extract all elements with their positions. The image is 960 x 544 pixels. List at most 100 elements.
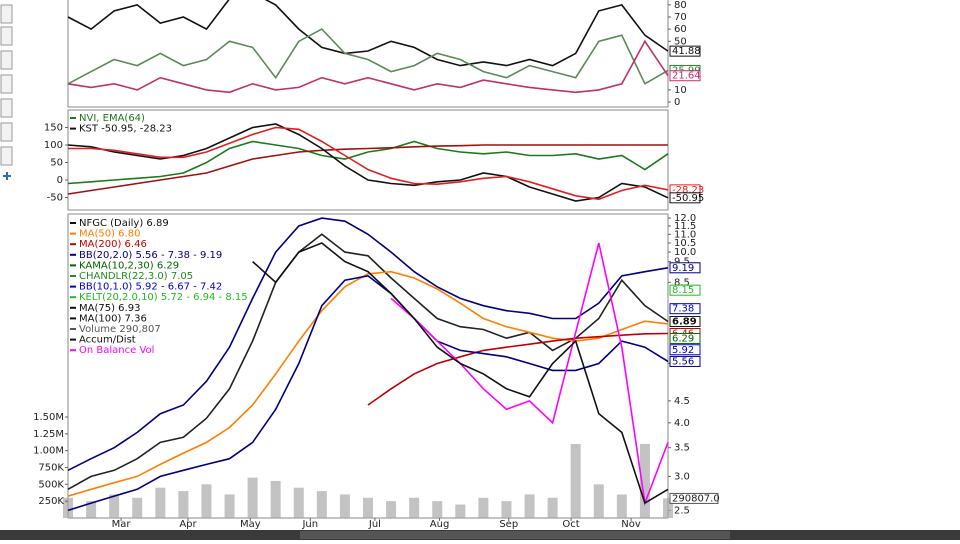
series-line xyxy=(67,270,669,497)
legend-text: Accum/Dist xyxy=(79,335,136,346)
side-button[interactable] xyxy=(0,4,13,24)
side-button[interactable] xyxy=(0,122,13,142)
value-tag: 5.92 xyxy=(669,344,701,356)
value-label: 8.15 xyxy=(672,285,694,296)
volume-bar xyxy=(570,443,581,518)
volume-value-label: 290807.0 xyxy=(672,493,720,504)
series-line xyxy=(67,140,669,185)
legend-text: BB(10,1.0) 5.92 - 6.67 - 7.42 xyxy=(79,282,222,293)
value-tag: 6.29 xyxy=(669,332,701,344)
x-tick-label: Aug xyxy=(430,519,450,530)
value-box xyxy=(669,262,701,274)
sidebar xyxy=(0,4,13,180)
volume-bar xyxy=(270,480,281,518)
volume-bar xyxy=(201,484,212,518)
legend-text: Volume 290,807 xyxy=(79,324,161,335)
panel-frame xyxy=(67,109,669,211)
y-tick-label: 70 xyxy=(674,12,687,23)
series-line xyxy=(67,28,669,85)
y-tick-label: 10.5 xyxy=(674,238,696,249)
legend-text: KELT(20,2.0,10) 5.72 - 6.94 - 8.15 xyxy=(79,292,248,303)
legend-text: NFGC (Daily) 6.89 xyxy=(79,218,169,229)
side-button[interactable] xyxy=(0,74,13,94)
y-tick-label: 0 xyxy=(674,97,680,108)
volume-bar xyxy=(663,498,673,518)
legend-text: BB(20,2.0) 5.56 - 7.38 - 9.19 xyxy=(79,250,222,261)
series-line xyxy=(67,39,669,94)
legend-text: KST -50.95, -28.23 xyxy=(79,124,172,135)
value-label: 41.88 xyxy=(672,46,701,57)
value-tag: 8.15 xyxy=(669,284,701,296)
volume-bar xyxy=(386,501,397,518)
volume-tick-label: 500K xyxy=(38,479,64,490)
value-tag: 7.38 xyxy=(669,303,701,315)
value-box xyxy=(669,315,701,327)
x-tick-label: Mar xyxy=(112,519,132,530)
legend-text: MA(50) 6.80 xyxy=(79,229,140,240)
legend-text: On Balance Vol xyxy=(79,345,154,356)
volume-bar xyxy=(132,497,143,518)
y-tick-label: 3.0 xyxy=(674,471,690,482)
volume-bar xyxy=(639,443,650,518)
volume-bar xyxy=(432,501,443,518)
y-tick-label: 2.5 xyxy=(674,505,690,516)
value-label: 5.92 xyxy=(672,345,694,356)
value-box xyxy=(669,45,701,57)
volume-bar xyxy=(339,494,350,518)
series-line xyxy=(67,0,669,67)
value-box xyxy=(669,332,701,344)
legend-text: NVI, EMA(64) xyxy=(79,113,145,124)
volume-bar xyxy=(247,477,258,518)
legend-text: MA(200) 6.46 xyxy=(79,239,147,250)
volume-bar xyxy=(593,484,604,518)
volume-bar xyxy=(363,497,373,518)
value-box xyxy=(669,192,701,204)
legend-text: KAMA(10,2,30) 6.29 xyxy=(79,260,179,271)
volume-bar xyxy=(316,491,327,518)
side-button[interactable] xyxy=(0,146,13,166)
x-tick-label: Jul xyxy=(368,519,381,530)
legend-text: MA(100) 7.36 xyxy=(79,313,147,324)
x-tick-label: Oct xyxy=(562,519,579,530)
volume-tick-label: 250K xyxy=(38,496,64,507)
x-tick-label: Nov xyxy=(621,519,641,530)
value-label: 9.19 xyxy=(672,263,694,274)
volume-tick-label: 750K xyxy=(38,463,64,474)
y-tick-label: 4.0 xyxy=(674,418,690,429)
value-tag: 9.19 xyxy=(669,262,701,274)
volume-bar xyxy=(478,497,489,518)
value-label: 21.64 xyxy=(672,71,701,82)
y-tick-label: 11.5 xyxy=(674,221,696,232)
series-line xyxy=(68,126,669,201)
x-tick-label: May xyxy=(240,519,261,530)
y-tick-label: 8.5 xyxy=(674,277,690,288)
value-tag: 41.88 xyxy=(669,45,701,57)
volume-tick-label: 1.25M xyxy=(33,429,64,440)
volume-bar xyxy=(178,491,189,518)
series-line xyxy=(67,144,668,195)
volume-bar xyxy=(501,501,512,518)
x-tick-label: Apr xyxy=(179,519,197,530)
y-tick-label: 100 xyxy=(44,140,63,151)
value-label: 6.29 xyxy=(672,333,694,344)
y-tick-label: 10 xyxy=(674,85,687,96)
legend-text: MA(75) 6.93 xyxy=(79,303,140,314)
value-box xyxy=(669,70,701,82)
value-tag: 21.64 xyxy=(669,70,701,82)
side-button[interactable] xyxy=(0,50,13,70)
volume-bar xyxy=(524,494,535,518)
value-box xyxy=(669,303,701,315)
legend-text: CHANDLR(22,3.0) 7.05 xyxy=(79,271,193,282)
volume-bar xyxy=(455,504,466,518)
side-button[interactable] xyxy=(0,26,13,46)
value-tag: -50.95 xyxy=(669,192,704,204)
volume-bar xyxy=(224,494,235,518)
panel-frame xyxy=(67,0,669,108)
value-label: 7.38 xyxy=(672,304,694,315)
value-box xyxy=(669,355,701,367)
x-tick-label: Jun xyxy=(301,519,318,530)
side-button[interactable] xyxy=(0,98,13,118)
add-icon[interactable] xyxy=(3,172,11,180)
